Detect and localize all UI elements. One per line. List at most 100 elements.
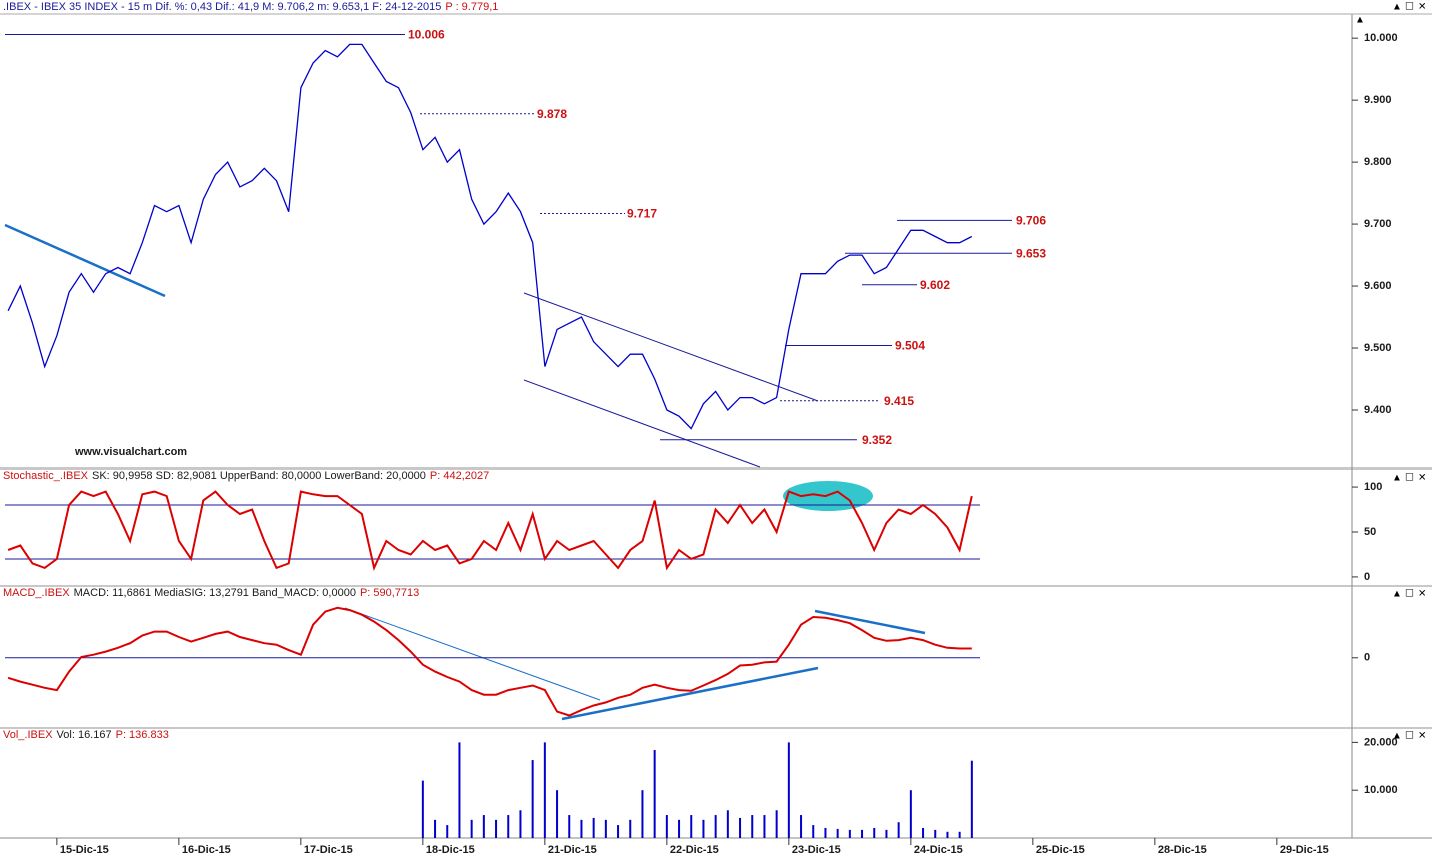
level-label: 9.706 xyxy=(1016,214,1046,228)
volume-bar xyxy=(714,815,717,838)
button-restore[interactable]: ☐ xyxy=(1405,473,1414,484)
indicator-values: MACD: 11,6861 MediaSIG: 13,2791 Band_MAC… xyxy=(74,587,356,599)
watermark: www.visualchart.com xyxy=(74,446,187,458)
volume-bar xyxy=(568,815,571,838)
y-tick-label: 50 xyxy=(1364,526,1376,538)
button-close[interactable]: ✕ xyxy=(1418,589,1426,600)
volume-bar xyxy=(531,760,534,838)
panel-separator xyxy=(0,467,1432,470)
volume-bar xyxy=(885,829,888,838)
x-tick-label: 24-Dic-15 xyxy=(914,844,963,856)
y-tick-label: 9.700 xyxy=(1364,218,1392,230)
panel-header: MACD_.IBEX MACD: 11,6861 MediaSIG: 13,279… xyxy=(3,587,419,599)
volume-bar xyxy=(458,742,461,838)
trendline xyxy=(814,609,926,635)
volume-bar xyxy=(470,819,473,838)
x-tick-label: 25-Dic-15 xyxy=(1036,844,1085,856)
button-up[interactable]: ▲ xyxy=(1392,2,1402,13)
volume-bar xyxy=(629,819,632,838)
volume-bar xyxy=(970,760,973,838)
volume-bar xyxy=(604,819,607,838)
volume-bar xyxy=(434,819,437,838)
button-close[interactable]: ✕ xyxy=(1418,473,1426,484)
y-tick-label: 9.500 xyxy=(1364,342,1392,354)
button-restore[interactable]: ☐ xyxy=(1405,731,1414,742)
x-tick-label: 15-Dic-15 xyxy=(60,844,109,856)
volume-bar xyxy=(617,825,620,838)
indicator-name: Vol_.IBEX xyxy=(3,729,53,741)
volume-bar xyxy=(482,815,485,838)
volume-bar xyxy=(897,822,900,838)
button-close[interactable]: ✕ xyxy=(1418,731,1426,742)
volume-bar xyxy=(641,790,644,838)
volume-bar xyxy=(909,790,912,838)
indicator-values: Vol: 16.167 xyxy=(57,729,112,741)
y-tick-label: 10.000 xyxy=(1364,32,1398,44)
button-up[interactable]: ▲ xyxy=(1392,473,1402,484)
volume-bar xyxy=(556,790,559,838)
y-tick-label: 9.800 xyxy=(1364,156,1392,168)
button-restore[interactable]: ☐ xyxy=(1405,589,1414,600)
panel-header: Vol_.IBEX Vol: 16.167 P: 136.833 xyxy=(3,729,169,741)
series-line xyxy=(7,490,973,572)
indicator-extra: P: 136.833 xyxy=(116,729,169,741)
indicator-name: MACD_.IBEX xyxy=(3,587,70,599)
volume-bar xyxy=(446,825,449,838)
y-tick-label: 9.600 xyxy=(1364,280,1392,292)
panel-separator xyxy=(0,585,1432,587)
button-up[interactable]: ▲ xyxy=(1392,589,1402,600)
level-label: 9.717 xyxy=(627,207,657,221)
volume-bar xyxy=(848,829,851,838)
panel-header: Stochastic_.IBEX SK: 90,9958 SD: 82,9081 … xyxy=(3,470,489,482)
volume-bar xyxy=(421,780,424,838)
x-tick-label: 23-Dic-15 xyxy=(792,844,841,856)
button-up[interactable]: ▲ xyxy=(1392,731,1402,742)
series-line xyxy=(7,43,973,430)
volume-bar xyxy=(812,825,815,838)
volume-bar xyxy=(787,742,790,838)
level-label: 9.415 xyxy=(884,394,914,408)
volume-bar xyxy=(665,815,668,838)
y-tick-label: 9.400 xyxy=(1364,404,1392,416)
volume-bar xyxy=(678,819,681,838)
x-tick-label: 17-Dic-15 xyxy=(304,844,353,856)
volume-bar xyxy=(946,831,949,838)
x-tick-label: 16-Dic-15 xyxy=(182,844,231,856)
volume-bar xyxy=(592,817,595,838)
x-tick-label: 22-Dic-15 xyxy=(670,844,719,856)
volume-bar xyxy=(519,810,522,838)
volume-bar xyxy=(495,819,498,838)
channel-line xyxy=(523,292,819,402)
y-tick-label: 20.000 xyxy=(1364,736,1398,748)
panel-separator xyxy=(0,727,1432,729)
volume-bar xyxy=(580,819,583,838)
volume-bar xyxy=(873,827,876,838)
indicator-extra: P: 590,7713 xyxy=(360,587,419,599)
x-tick-label: 18-Dic-15 xyxy=(426,844,475,856)
indicator-values: SK: 90,9958 SD: 82,9081 UpperBand: 80,00… xyxy=(92,470,426,482)
button-close[interactable]: ✕ xyxy=(1418,2,1426,13)
volume-bar xyxy=(751,815,754,838)
button-restore[interactable]: ☐ xyxy=(1405,2,1414,13)
scroll-up[interactable]: ▲ xyxy=(1355,15,1365,26)
level-label: 9.653 xyxy=(1016,246,1046,260)
trendline xyxy=(4,223,166,298)
volume-bar xyxy=(934,829,937,838)
volume-bar xyxy=(775,810,778,838)
level-label: 9.602 xyxy=(920,278,950,292)
series-line xyxy=(7,606,972,717)
y-tick-label: 9.900 xyxy=(1364,94,1392,106)
volume-bar xyxy=(702,819,705,838)
channel-line xyxy=(523,379,761,468)
volume-bar xyxy=(653,750,656,838)
y-tick-label: 0 xyxy=(1364,652,1370,664)
volume-bar xyxy=(726,810,729,838)
indicator-extra: P: 442,2027 xyxy=(430,470,489,482)
trendline xyxy=(344,607,601,701)
x-tick-label: 29-Dic-15 xyxy=(1280,844,1329,856)
volume-bar xyxy=(690,815,693,838)
volume-bar xyxy=(507,815,510,838)
y-tick-label: 100 xyxy=(1364,481,1382,493)
